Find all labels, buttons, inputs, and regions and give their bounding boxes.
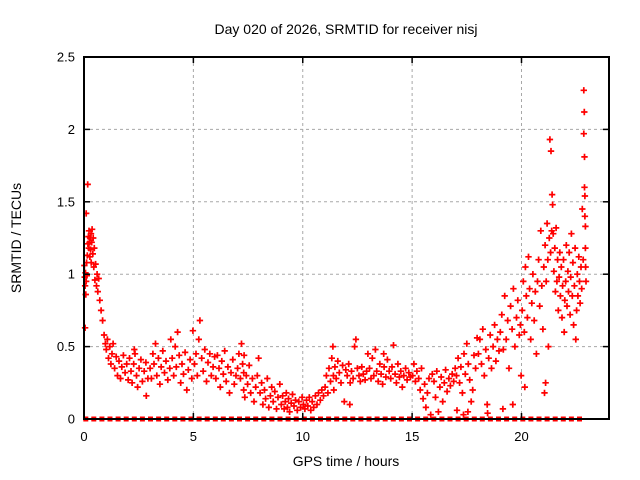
- x-axis-label: GPS time / hours: [293, 453, 400, 469]
- tick-labels: 0 5 10 15 20 0 0.5 1 1.5 2 2.5: [57, 50, 529, 445]
- axis-ticks: [83, 56, 609, 420]
- x-tick-label: 15: [405, 429, 419, 444]
- grid-lines: [84, 57, 609, 419]
- x-tick-label: 10: [296, 429, 310, 444]
- data-markers: [81, 87, 590, 422]
- y-axis-label: SRMTID / TECUs: [8, 183, 24, 293]
- y-tick-label: 1: [68, 267, 75, 282]
- x-tick-label: 20: [514, 429, 528, 444]
- y-tick-label: 1.5: [57, 194, 75, 209]
- y-tick-label: 2: [68, 122, 75, 137]
- x-tick-label: 0: [80, 429, 87, 444]
- plot-border: [83, 56, 610, 420]
- square-markers-baseline-flags: [83, 416, 583, 422]
- y-tick-label: 2.5: [57, 50, 75, 65]
- x-tick-label: 5: [190, 429, 197, 444]
- y-tick-label: 0: [68, 412, 75, 427]
- plus-markers-srmtid: [81, 87, 590, 418]
- chart-title: Day 020 of 2026, SRMTID for receiver nis…: [215, 21, 478, 37]
- y-tick-label: 0.5: [57, 339, 75, 354]
